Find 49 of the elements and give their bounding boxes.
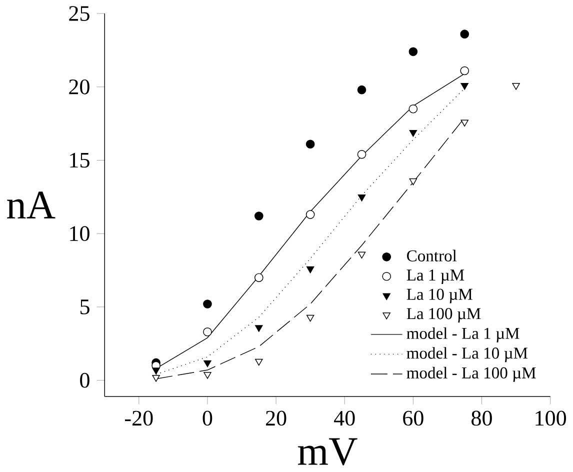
x-tick-label: 40 xyxy=(334,411,355,426)
point xyxy=(408,47,418,56)
y-tick-label: 15 xyxy=(70,153,90,168)
x-tick-label: 100 xyxy=(536,411,566,426)
y-tick-label: 5 xyxy=(80,300,90,314)
point xyxy=(152,368,160,375)
point xyxy=(306,315,314,322)
y-tick-label: 25 xyxy=(69,6,90,22)
legend-label: Control xyxy=(407,250,457,262)
point xyxy=(408,104,418,114)
point xyxy=(358,194,366,202)
point xyxy=(409,130,418,138)
point xyxy=(357,86,366,94)
point xyxy=(409,178,418,186)
point xyxy=(306,210,315,220)
x-tick-label: 0 xyxy=(202,411,212,426)
point xyxy=(203,300,212,309)
point xyxy=(512,83,520,90)
point xyxy=(357,150,366,160)
legend-label: La 10 µM xyxy=(406,288,472,304)
point xyxy=(204,372,212,380)
point xyxy=(152,375,160,382)
legend-label: La 1 µM xyxy=(406,270,464,284)
point xyxy=(460,66,470,76)
point xyxy=(254,212,264,221)
point xyxy=(255,359,263,366)
y-tick-label: 20 xyxy=(69,80,90,95)
legend-label: La 100 µM xyxy=(406,308,481,323)
legend-label: model - La 100 µM xyxy=(406,367,536,382)
y-tick-label: 10 xyxy=(70,226,90,242)
x-axis-title: mV xyxy=(298,438,358,466)
point xyxy=(254,273,264,282)
y-axis-title: nA xyxy=(7,192,56,219)
x-tick-label: -20 xyxy=(124,411,153,426)
point xyxy=(203,328,212,337)
x-tick-label: 20 xyxy=(266,411,286,426)
point xyxy=(255,325,263,332)
legend-label: model - La 1 µM xyxy=(406,328,520,343)
point xyxy=(306,140,315,149)
point xyxy=(204,360,212,368)
point xyxy=(460,83,468,90)
point xyxy=(306,266,314,274)
y-tick-label: 0 xyxy=(80,373,90,388)
point xyxy=(460,30,470,39)
legend-label: model - La 10 µM xyxy=(406,347,528,362)
x-tick-label: 80 xyxy=(472,411,492,426)
point xyxy=(358,252,366,259)
x-tick-label: 60 xyxy=(403,411,424,426)
point xyxy=(460,120,468,127)
